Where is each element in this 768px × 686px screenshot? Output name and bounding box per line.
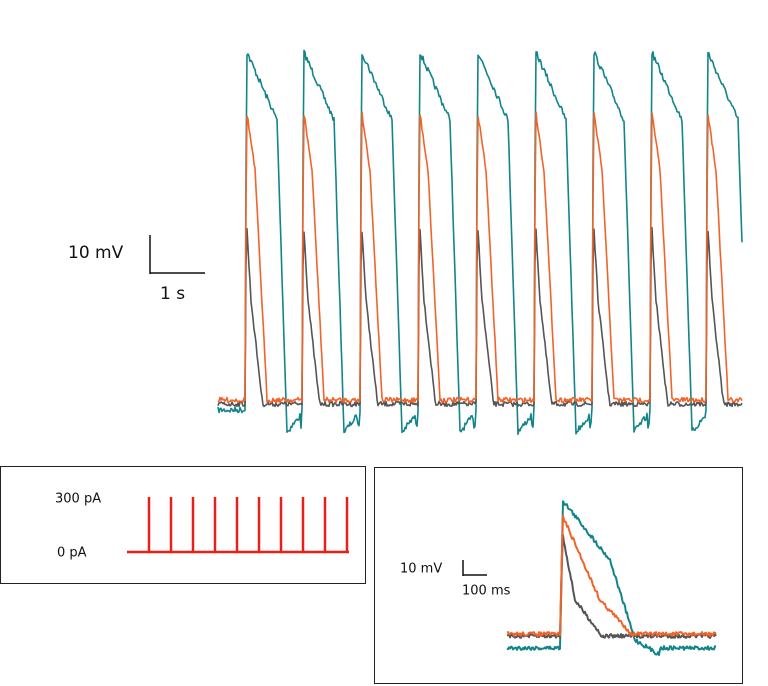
- trace: [506, 534, 717, 639]
- stimulus-low-label: 0 pA: [57, 546, 87, 561]
- scale-time-label: 1 s: [160, 284, 185, 304]
- stimulus-trace: [127, 497, 349, 554]
- inset-panel: [374, 467, 743, 684]
- trace: [506, 514, 717, 637]
- stimulus-panel: [0, 466, 366, 584]
- stimulus-high-label: 300 pA: [55, 492, 101, 507]
- trace: [506, 500, 717, 656]
- inset-traces: [506, 500, 717, 656]
- inset-time-label: 100 ms: [462, 584, 511, 599]
- trace: [217, 111, 743, 404]
- scale-voltage-label: 10 mV: [68, 243, 124, 263]
- trace: [217, 49, 743, 435]
- main-traces: [217, 49, 743, 435]
- trace: [217, 226, 743, 408]
- inset-voltage-label: 10 mV: [400, 562, 442, 577]
